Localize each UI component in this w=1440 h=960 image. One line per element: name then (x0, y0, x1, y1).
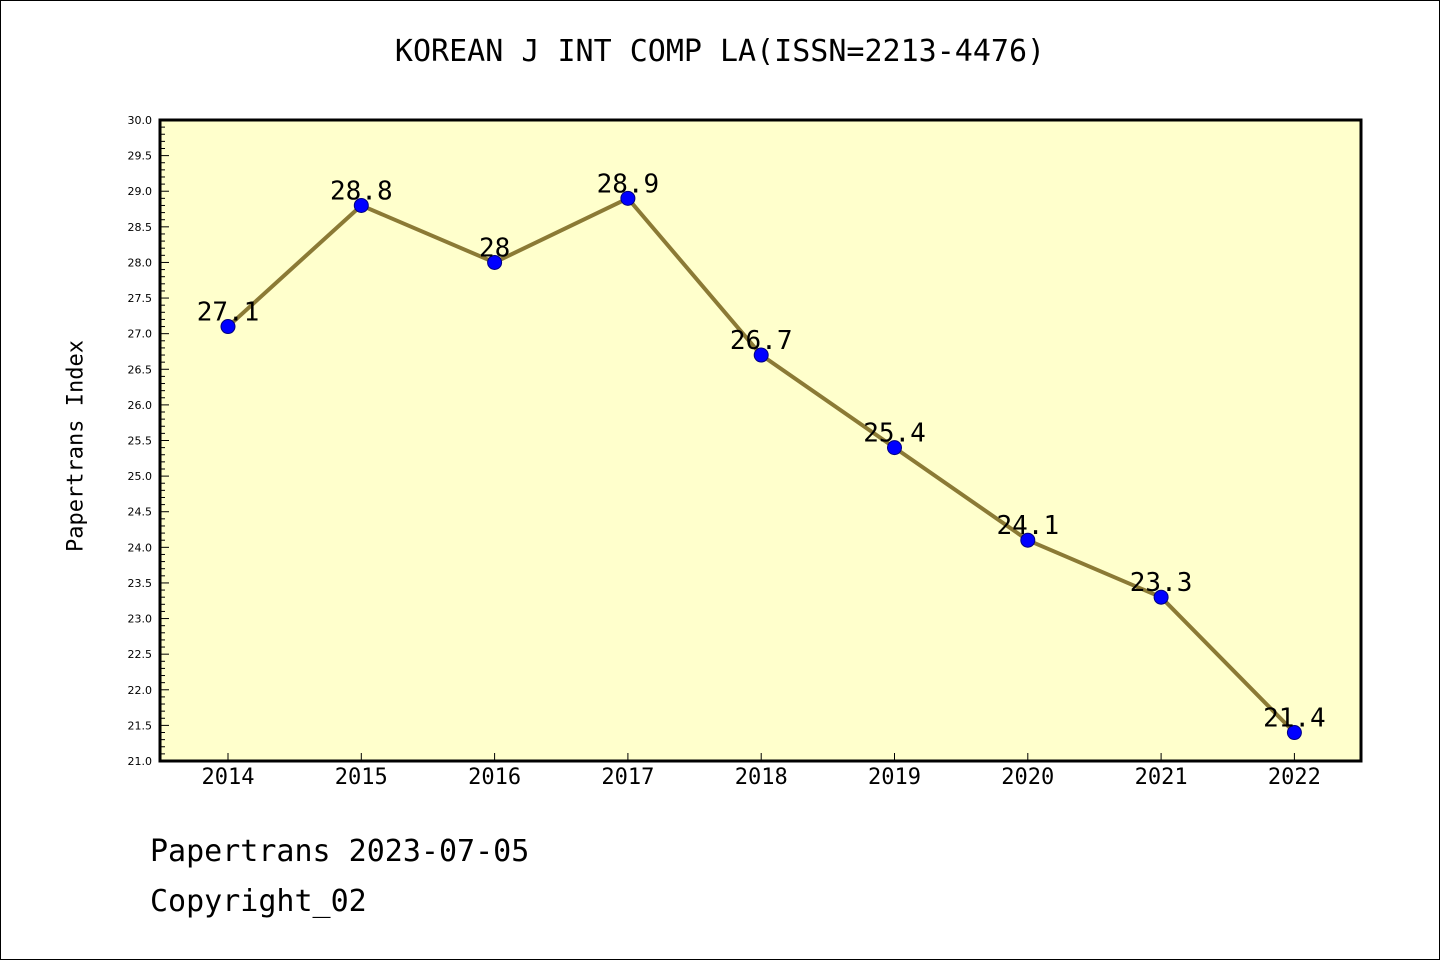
data-label: 28.8 (330, 176, 393, 206)
data-points (220, 190, 1302, 741)
data-labels: 27.1 28.8 28 28.9 26.7 25.4 24.1 23.3 21.4 (197, 169, 1326, 733)
data-point (353, 197, 369, 213)
x-tick-label: 2022 (1268, 765, 1321, 790)
x-tick-label: 2016 (468, 765, 521, 790)
y-tick-label: 26.5 (128, 363, 153, 376)
data-label: 28 (479, 233, 510, 263)
y-tick-label: 22.5 (128, 648, 153, 661)
data-label: 23.3 (1130, 568, 1193, 598)
footer-copyright: Copyright_02 (150, 884, 367, 919)
y-tick-label: 22.0 (128, 684, 153, 697)
y-tick-label: 23.0 (128, 613, 153, 626)
y-axis: 21.0 21.5 22.0 22.5 23.0 23.5 24.0 24.5 25.0 25.5… (128, 114, 169, 768)
data-label: 24.1 (996, 511, 1059, 541)
x-tick-label: 2018 (735, 765, 788, 790)
x-tick-label: 2014 (202, 765, 255, 790)
data-point (887, 440, 902, 456)
y-tick-label: 24.5 (128, 506, 153, 519)
y-tick-label: 28.5 (128, 221, 153, 234)
plot-area (160, 120, 1361, 761)
x-tick-label: 2020 (1001, 765, 1054, 790)
x-tick-label: 2015 (335, 765, 388, 790)
data-point (1153, 589, 1169, 605)
y-tick-label: 29.5 (128, 150, 153, 163)
data-point (1020, 532, 1036, 548)
y-tick-label: 24.0 (128, 541, 153, 554)
y-tick-label: 29.0 (128, 185, 153, 198)
data-point (620, 190, 636, 206)
data-point (753, 347, 769, 363)
y-tick-label: 21.5 (128, 719, 153, 732)
data-label: 26.7 (730, 326, 793, 356)
y-tick-label: 28.0 (128, 256, 153, 269)
data-label: 25.4 (863, 419, 926, 449)
x-tick-label: 2021 (1135, 765, 1188, 790)
y-tick-label: 23.5 (128, 577, 153, 590)
x-axis: 2014 2015 2016 2017 2018 2019 2020 2021 2022 (202, 753, 1321, 790)
y-tick-label: 27.0 (128, 328, 153, 341)
footer-date: Papertrans 2023-07-05 (150, 834, 530, 869)
plot-border (158, 118, 1363, 763)
x-tick-label: 2019 (868, 765, 921, 790)
x-tick-label: 2017 (601, 765, 654, 790)
y-tick-label: 25.0 (128, 470, 153, 483)
data-point (487, 254, 503, 270)
data-label: 21.4 (1263, 704, 1326, 734)
chart-title: KOREAN J INT COMP LA(ISSN=2213-4476) (394, 34, 1046, 69)
data-label: 27.1 (197, 298, 260, 328)
y-tick-label: 21.0 (128, 755, 153, 768)
data-point (220, 319, 236, 335)
y-tick-label: 25.5 (128, 435, 153, 448)
y-tick-label: 26.0 (128, 399, 153, 412)
y-tick-label: 30.0 (128, 114, 153, 127)
y-tick-label: 27.5 (128, 292, 153, 305)
data-point (1286, 725, 1302, 741)
data-label: 28.9 (597, 169, 660, 199)
